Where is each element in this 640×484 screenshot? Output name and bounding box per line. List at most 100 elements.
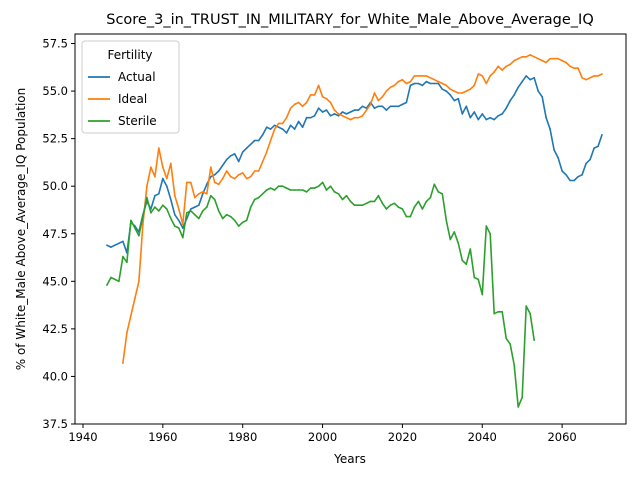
data-point (253, 198, 256, 201)
data-point (557, 156, 559, 159)
data-point (397, 105, 400, 108)
data-point (549, 128, 551, 130)
data-point (154, 175, 156, 178)
data-point (453, 99, 456, 102)
data-point (493, 118, 496, 121)
data-point (122, 255, 124, 258)
data-point (457, 92, 460, 94)
data-point (553, 57, 555, 60)
data-point (525, 56, 527, 58)
data-point (477, 73, 480, 75)
data-point (573, 179, 575, 182)
data-point (178, 227, 180, 229)
data-point (321, 181, 324, 184)
y-tick-label: 52.5 (42, 132, 68, 146)
data-point (433, 78, 436, 81)
data-point (385, 90, 388, 92)
data-point (381, 96, 384, 98)
legend-label-ideal: Ideal (118, 92, 147, 106)
data-point (142, 215, 144, 218)
data-point (553, 149, 555, 151)
data-point (529, 78, 531, 81)
data-point (353, 116, 356, 119)
data-point (437, 191, 440, 193)
data-point (249, 206, 252, 208)
data-point (469, 248, 472, 250)
data-point (445, 90, 448, 92)
chart-title: Score_3_in_TRUST_IN_MILITARY_for_White_M… (106, 12, 594, 28)
data-point (465, 105, 468, 108)
data-point (166, 208, 168, 210)
data-point (277, 122, 280, 125)
data-point (597, 145, 599, 147)
data-point (417, 200, 420, 203)
data-point (389, 105, 392, 108)
data-point (198, 217, 200, 220)
data-point (461, 113, 464, 115)
data-point (285, 132, 288, 134)
y-tick-label: 45.0 (42, 274, 68, 288)
data-point (170, 198, 172, 201)
data-point (513, 94, 515, 96)
data-point (138, 280, 140, 283)
data-point (565, 61, 567, 64)
data-point (505, 107, 508, 109)
data-point (577, 175, 579, 178)
data-point (213, 174, 216, 176)
data-point (269, 139, 272, 142)
data-point (425, 80, 428, 83)
data-point (485, 82, 488, 85)
data-point (265, 189, 268, 191)
data-point (126, 331, 128, 334)
data-point (321, 96, 324, 98)
data-point (190, 208, 192, 210)
data-point (573, 67, 575, 69)
data-point (198, 204, 200, 206)
data-point (497, 65, 500, 68)
data-point (361, 105, 364, 108)
data-point (317, 107, 320, 109)
data-point (421, 208, 424, 210)
data-point (130, 314, 132, 317)
data-point (425, 75, 428, 77)
data-point (126, 261, 128, 264)
data-point (309, 187, 312, 189)
data-point (457, 242, 460, 245)
legend-box (81, 40, 180, 134)
data-point (585, 162, 587, 165)
data-point (369, 103, 372, 106)
data-point (493, 71, 496, 73)
data-point (473, 84, 476, 87)
data-point (485, 118, 488, 121)
data-point (337, 193, 340, 195)
data-point (289, 124, 292, 127)
data-point (413, 206, 416, 208)
data-point (273, 128, 276, 130)
data-point (309, 116, 312, 119)
data-point (481, 75, 484, 77)
data-point (349, 111, 352, 113)
data-point (194, 213, 196, 216)
data-point (217, 183, 220, 186)
data-point (565, 174, 567, 176)
y-tick-label: 40.0 (42, 369, 68, 383)
data-point (429, 82, 432, 85)
data-point (497, 311, 500, 313)
data-point (329, 101, 332, 104)
data-point (237, 160, 240, 163)
data-point (449, 94, 452, 96)
legend: Fertility Actual Ideal Sterile (81, 40, 180, 134)
data-point (210, 166, 212, 168)
data-point (481, 113, 484, 115)
data-point (174, 213, 176, 216)
data-point (329, 115, 332, 117)
data-point (489, 116, 492, 119)
data-point (114, 244, 116, 246)
data-point (182, 227, 184, 229)
data-point (130, 219, 132, 222)
data-point (122, 240, 124, 243)
data-point (333, 113, 336, 115)
data-point (429, 196, 432, 199)
data-point (361, 204, 364, 206)
